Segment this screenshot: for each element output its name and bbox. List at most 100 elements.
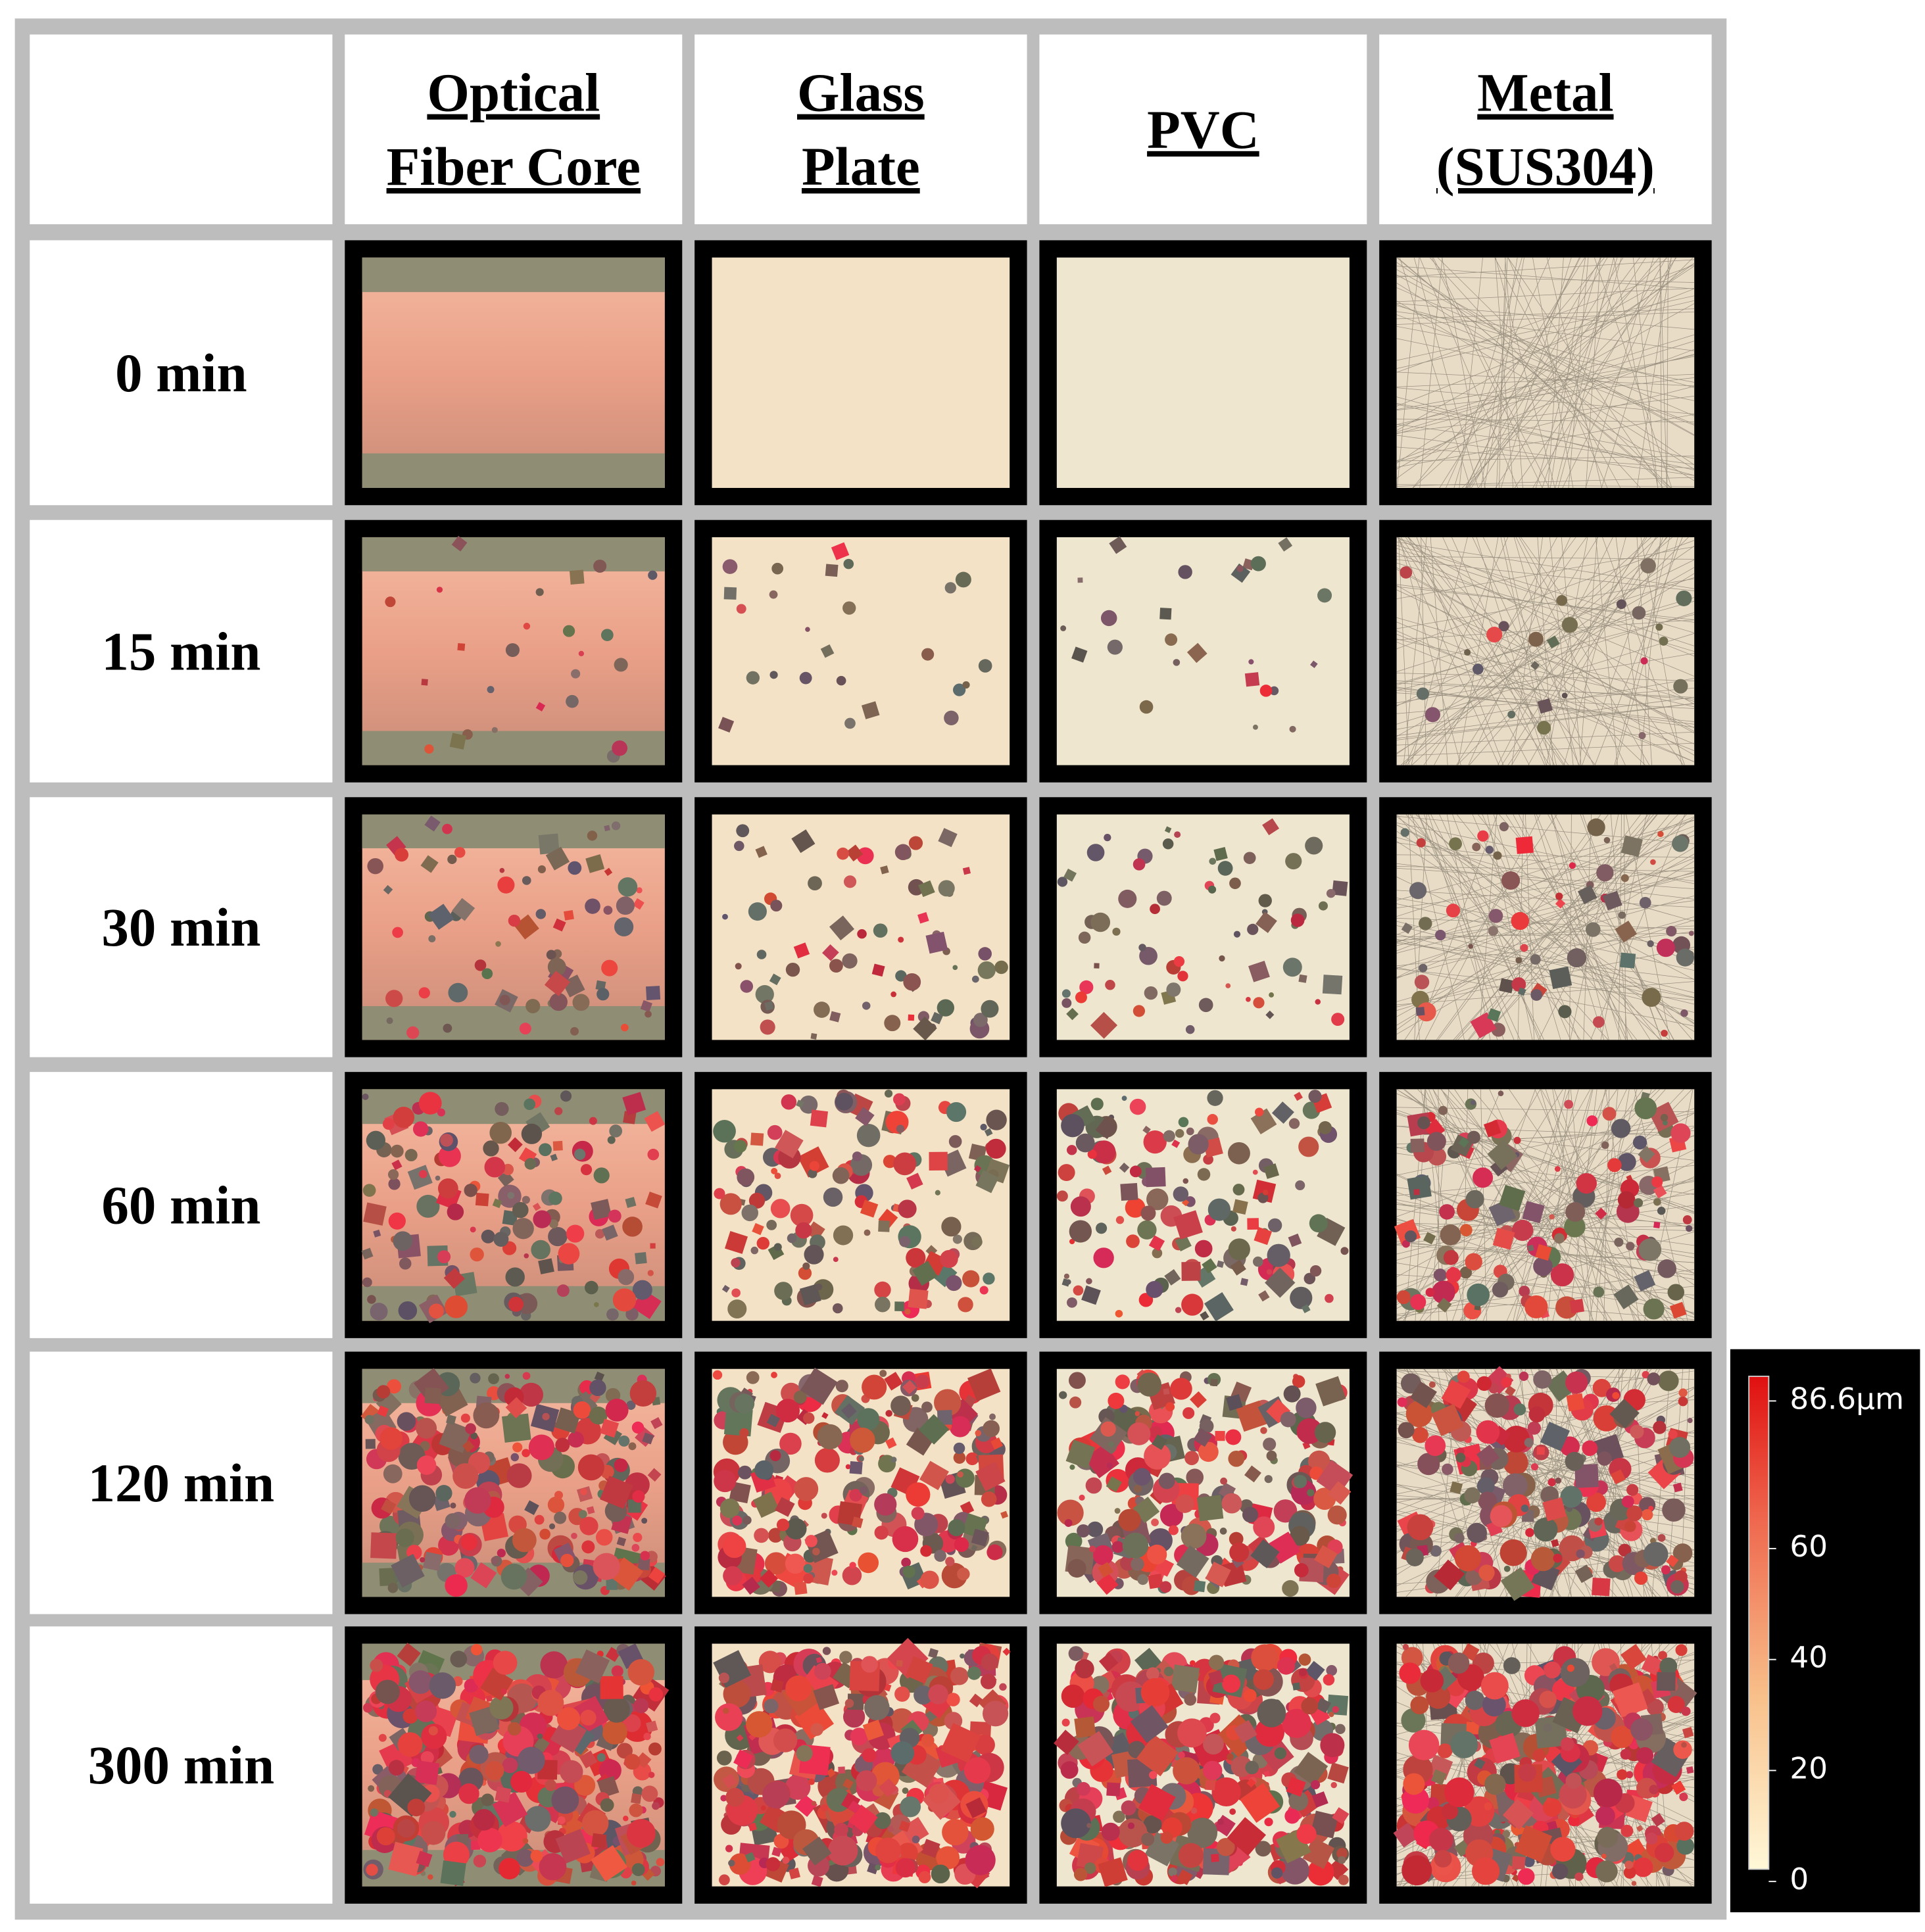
crystal (791, 829, 816, 854)
crystal (1658, 1370, 1679, 1391)
crystal (626, 1819, 656, 1848)
crystal (760, 1569, 778, 1588)
grain-boundary (1632, 257, 1659, 489)
crystal (1501, 871, 1521, 890)
crystal (1178, 565, 1192, 579)
crystal (1166, 982, 1181, 997)
crystal (1330, 1781, 1337, 1789)
crystal (537, 1689, 564, 1716)
grain-boundary (1396, 295, 1695, 361)
crystal (1595, 1806, 1615, 1826)
crystal (1532, 1749, 1546, 1762)
crystal (1523, 1856, 1535, 1868)
crystal (1141, 1833, 1155, 1846)
crystal (796, 1099, 804, 1108)
crystal (386, 1017, 393, 1025)
crystal (785, 1774, 811, 1800)
crystal (1137, 1372, 1162, 1397)
crystal (544, 971, 570, 997)
crystal (855, 1107, 875, 1126)
crystal (773, 1728, 798, 1752)
crystal (1098, 1857, 1128, 1887)
crystal (829, 915, 855, 941)
crystal (608, 1209, 621, 1223)
crystal (1338, 1856, 1346, 1864)
crystal (842, 953, 858, 969)
crystal (1636, 1747, 1654, 1764)
crystal (728, 1860, 735, 1867)
crystal (1211, 1854, 1219, 1862)
crystal (731, 1258, 741, 1268)
crystal (424, 1387, 441, 1404)
crystal (1457, 1370, 1470, 1383)
crystal (535, 588, 544, 596)
crystal (1184, 1693, 1197, 1706)
crystal (1426, 1132, 1446, 1151)
crystal (722, 559, 738, 574)
crystal (554, 1107, 563, 1115)
crystal (1075, 1133, 1095, 1153)
row-cell (30, 797, 333, 1057)
crystal (965, 1452, 979, 1466)
crystal (1252, 1169, 1258, 1175)
crystal (1127, 1822, 1135, 1829)
crystal (940, 1723, 981, 1763)
crystal (507, 1722, 522, 1736)
crystal (908, 836, 923, 850)
grain-boundary (1487, 814, 1533, 1040)
crystal (1448, 1652, 1470, 1674)
crystal (735, 963, 742, 970)
crystal (1277, 1656, 1296, 1675)
header-cell (345, 34, 683, 225)
grain-boundary (1396, 569, 1695, 732)
crystal (1058, 1164, 1075, 1182)
grain-boundary (1396, 540, 1695, 650)
crystal (722, 913, 728, 920)
crystal (1186, 1468, 1204, 1486)
crystal (1060, 625, 1067, 631)
crystal (620, 1023, 629, 1032)
crystal (1165, 1402, 1175, 1412)
crystal (1229, 1532, 1244, 1547)
crystal (1086, 1521, 1104, 1537)
crystal (945, 1557, 955, 1566)
crystal (1503, 1657, 1521, 1674)
crystal (1118, 1509, 1141, 1532)
crystal (774, 1172, 781, 1180)
crystal (769, 973, 781, 986)
crystal (1100, 1421, 1116, 1437)
crystal (1236, 565, 1244, 572)
crystal (1611, 1119, 1631, 1138)
crystal (601, 959, 618, 977)
crystal (1498, 621, 1509, 632)
crystal (454, 847, 466, 858)
crystal (1492, 1282, 1509, 1298)
crystal (406, 1026, 420, 1039)
crystal (849, 1489, 862, 1502)
crystal (1294, 1092, 1303, 1101)
crystal (1620, 1749, 1632, 1760)
crystal (578, 1510, 587, 1519)
crystal (489, 1695, 514, 1720)
crystal (1520, 944, 1528, 952)
grain-boundary (1555, 257, 1615, 489)
crystal (928, 1648, 938, 1659)
crystal (814, 1662, 831, 1680)
crystal (790, 1203, 814, 1227)
crystal (1597, 1827, 1619, 1848)
crystal (895, 970, 907, 982)
crystal (894, 1686, 910, 1702)
crystal (929, 1151, 948, 1171)
crystal (1450, 1481, 1463, 1495)
crystal (1314, 1545, 1338, 1569)
crystal (734, 1393, 755, 1414)
crystal (734, 1140, 747, 1153)
crystal (1675, 1644, 1688, 1656)
crystal (640, 1551, 650, 1561)
crystal (808, 876, 822, 891)
column-header: (SUS304) (1436, 136, 1655, 197)
crystal (551, 1786, 579, 1814)
column-header: Optical (427, 62, 600, 123)
crystal (989, 1413, 996, 1420)
crystal (1560, 1485, 1582, 1508)
